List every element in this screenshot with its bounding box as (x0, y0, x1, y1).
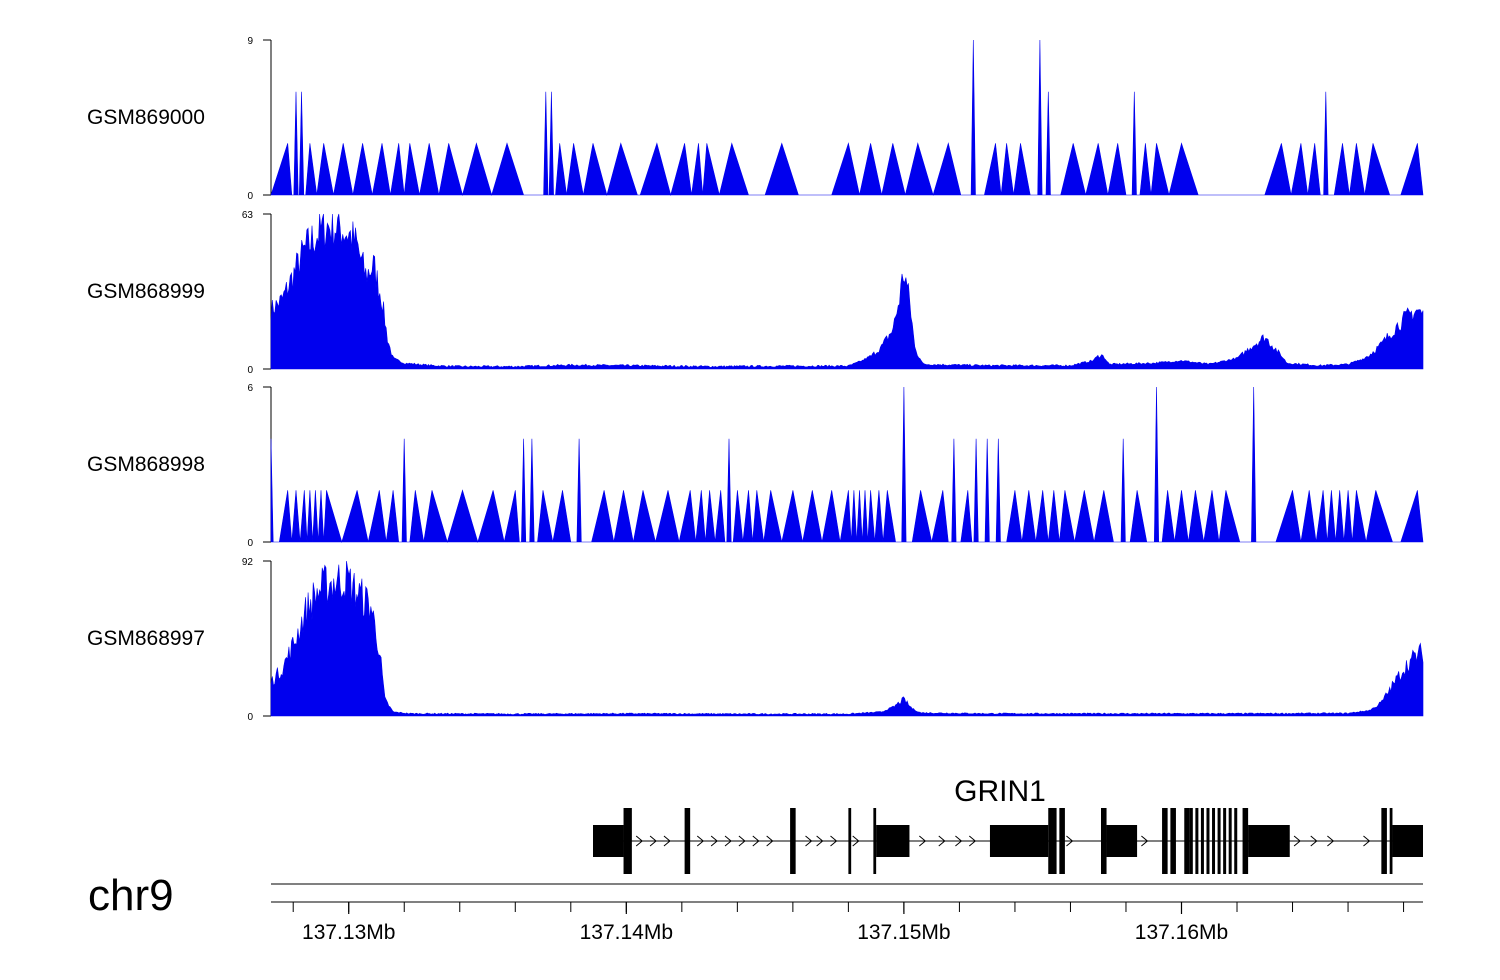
coverage-area (270, 39, 1424, 197)
chromosome-label: chr9 (88, 871, 174, 920)
track-label: GSM869000 (87, 106, 205, 129)
gene-exon (1195, 808, 1199, 874)
gene-exon (1059, 808, 1065, 874)
gene-exon (1106, 825, 1138, 857)
gene-exon (876, 825, 910, 857)
data-tracks: GSM86900090GSM868999630GSM86899860GSM868… (87, 36, 1424, 723)
strand-arrow (968, 835, 977, 847)
gene-exon (1248, 825, 1290, 857)
track-label: GSM868997 (87, 627, 205, 650)
strand-arrow (766, 835, 774, 847)
gene-exon (1206, 808, 1210, 874)
track-gsm868999: GSM868999 63 0 (87, 210, 1424, 376)
track-gsm869000: GSM869000 9 0 (87, 36, 1424, 202)
gene-exon (1200, 808, 1204, 874)
gene-exon (1100, 808, 1107, 874)
track-ymin-label: 0 (247, 712, 253, 723)
strand-arrow (919, 835, 927, 847)
axis-position-label: 137.14Mb (580, 921, 673, 944)
strand-arrow (663, 835, 671, 847)
strand-arrow (852, 835, 860, 847)
track-ymin-label: 0 (247, 365, 253, 376)
gene-exon (790, 808, 796, 874)
gene-exon (1184, 808, 1190, 874)
track-gsm868997: GSM868997 92 0 (87, 557, 1424, 723)
gene-exon (1389, 808, 1393, 874)
gene-exon (1234, 808, 1238, 874)
track-ymax-label: 63 (242, 210, 254, 221)
track-label: GSM868998 (87, 453, 205, 476)
gene-exon (1212, 808, 1216, 874)
strand-arrow (1310, 835, 1318, 847)
axis-position-label: 137.16Mb (1135, 921, 1228, 944)
gene-exon (1189, 808, 1193, 874)
gene-exon (848, 808, 852, 874)
strand-arrow (752, 835, 760, 847)
strand-arrow (710, 835, 718, 847)
gene-exon (1048, 808, 1057, 874)
gene-exon (989, 825, 1049, 857)
strand-arrow (738, 835, 746, 847)
gene-exon (684, 808, 691, 874)
strand-arrow (1363, 835, 1371, 847)
gene-exon (1228, 808, 1232, 874)
genome-axis: chr9 137.13Mb 137.14Mb 137.15Mb 137.16Mb (88, 871, 1423, 944)
strand-arrow (649, 835, 657, 847)
gene-track: GRIN1 (593, 775, 1423, 874)
coverage-area (270, 560, 1424, 717)
gene-exon (1223, 808, 1227, 874)
coverage-area (270, 213, 1424, 370)
track-ymin-label: 0 (247, 191, 253, 202)
gene-name-label: GRIN1 (954, 775, 1046, 808)
gene-exon (593, 825, 624, 857)
strand-arrow (696, 835, 705, 847)
strand-arrow (635, 835, 643, 847)
track-ymax-label: 9 (247, 36, 253, 47)
track-ymin-label: 0 (247, 538, 253, 549)
strand-arrow (1327, 835, 1335, 847)
strand-arrow (1293, 835, 1301, 847)
strand-arrow (955, 835, 963, 847)
strand-arrow (805, 835, 813, 847)
track-ymax-label: 92 (242, 557, 254, 568)
strand-arrow (830, 835, 838, 847)
gene-exon (1242, 808, 1249, 874)
gene-exon (1392, 825, 1423, 857)
strand-arrow (938, 835, 946, 847)
strand-arrow (816, 835, 824, 847)
gene-exon (1170, 808, 1176, 874)
strand-arrow (1066, 835, 1074, 847)
gene-exon (1217, 808, 1221, 874)
track-ymax-label: 6 (247, 383, 253, 394)
axis-position-label: 137.15Mb (857, 921, 950, 944)
gene-exon (873, 808, 877, 874)
strand-arrow (724, 835, 732, 847)
axis-position-label: 137.13Mb (302, 921, 395, 944)
track-label: GSM868999 (87, 280, 205, 303)
strand-arrow (1141, 835, 1149, 847)
gene-exon (623, 808, 632, 874)
gene-exon (1381, 808, 1387, 874)
coverage-area (270, 386, 1424, 544)
gene-exon (1162, 808, 1168, 874)
track-gsm868998: GSM868998 6 0 (87, 383, 1424, 549)
